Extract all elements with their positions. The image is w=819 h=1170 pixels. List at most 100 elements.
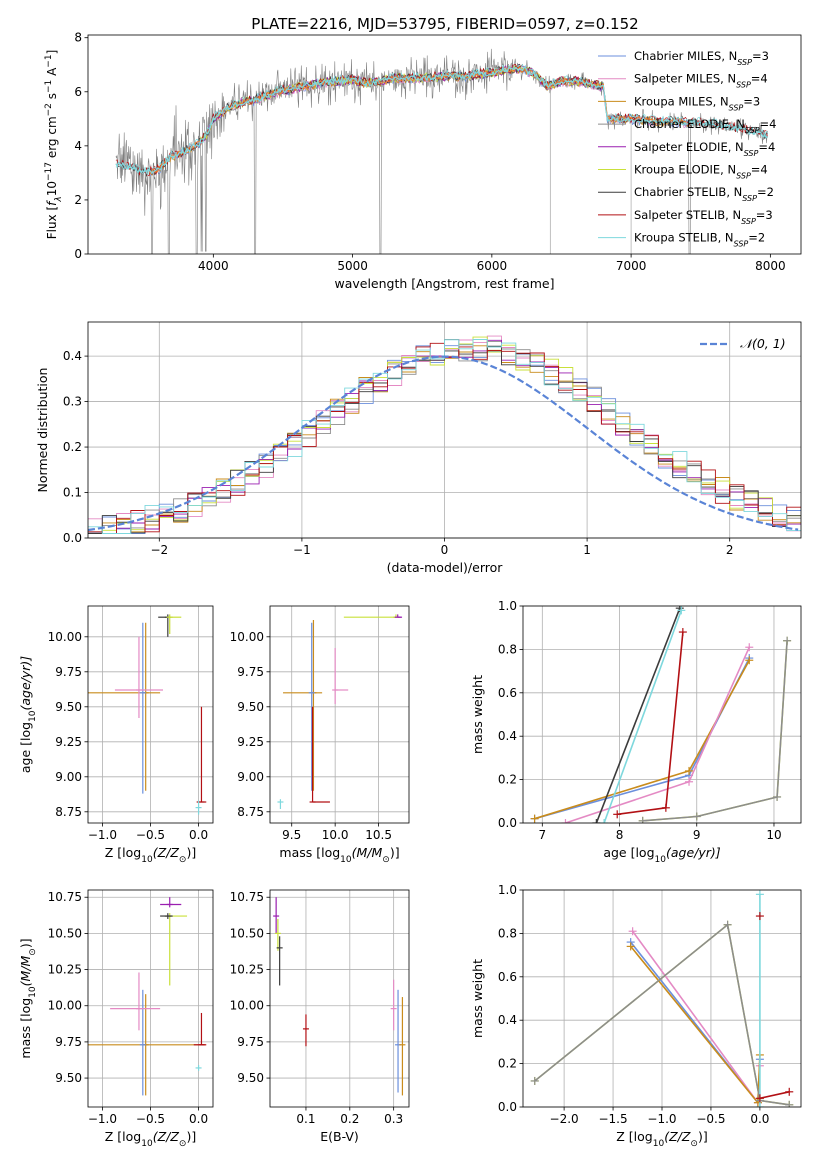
label-part: Kroupa STELIB, N [634, 231, 734, 245]
y-axis-label: mass [log10(M/M⊙)] [18, 938, 38, 1058]
y-tick-label: 10.25 [230, 963, 264, 977]
x-axis-label: Z [log10(Z/Z⊙)] [616, 1129, 707, 1149]
label-part: (age/yr)] [18, 656, 33, 711]
y-tick-label: 9.25 [237, 735, 264, 749]
label-part: erg cm [45, 116, 59, 162]
label-part: Salpeter STELIB, N [634, 208, 741, 222]
x-tick-label: 0.0 [750, 1112, 769, 1126]
error-point [274, 918, 281, 951]
label-part: )] [186, 1129, 196, 1144]
y-tick-label: 10.25 [48, 963, 82, 977]
x-tick-label: 4000 [198, 259, 229, 273]
label-part: Kroupa MILES, N [634, 94, 729, 108]
y-axis-label: mass weight [470, 959, 485, 1038]
error-point [309, 706, 330, 803]
legend-entry: Kroupa STELIB, NSSP=2 [634, 231, 765, 249]
chart-residuals: −2 −1 0 1 2 0.0 0.1 0.2 0.3 0.4 (data-model)/error… [35, 321, 802, 575]
weight-series [534, 657, 751, 820]
error-point [395, 989, 402, 1093]
y-axis-label: age [log10(age/yr)] [18, 656, 38, 773]
error-point [276, 936, 283, 986]
y-tick-label: 0.2 [498, 773, 517, 787]
error-point [110, 972, 161, 1031]
x-tick-label: 10.0 [322, 828, 349, 842]
y-tick-label: 10.00 [48, 999, 82, 1013]
weight-series [534, 923, 790, 1106]
label-part: =3 [743, 94, 760, 108]
label-part: Z [log [616, 1129, 652, 1144]
error-point [139, 989, 146, 1096]
y-tick-label: 9.50 [237, 700, 264, 714]
weight-series [565, 646, 751, 823]
x-axis-label: age [log10(age/yr)] [603, 845, 720, 865]
plot-area-age_vs_mass [277, 614, 403, 809]
label-part: )] [390, 845, 400, 860]
legend-entry: 𝒩(0, 1) [740, 336, 786, 351]
x-tick-label: −1.0 [647, 1112, 676, 1126]
weight-series [631, 930, 761, 1104]
label-part: =4 [760, 117, 777, 131]
label-part: −1 [44, 54, 54, 67]
label-part: Chabrier ELODIE, N [634, 117, 745, 131]
label-part: A [45, 67, 59, 80]
label-part: SSP [744, 148, 759, 157]
label-part: 10 [28, 710, 38, 722]
label-part: =4 [751, 72, 768, 86]
label-part: SSP [742, 194, 757, 203]
label-part: s [45, 93, 59, 103]
y-tick-label: 0 [74, 247, 82, 261]
x-tick-label: 1 [583, 543, 591, 557]
x-tick-label: −0.5 [136, 1112, 165, 1126]
label-part: ⊙ [28, 948, 38, 956]
x-tick-label: −1.0 [88, 1112, 117, 1126]
error-point [139, 622, 146, 794]
weight-series [642, 640, 788, 822]
y-tick-label: 8 [74, 31, 82, 45]
x-axis-label: wavelength [Angstrom, rest frame] [334, 276, 554, 291]
label-part: ⊙ [690, 1139, 698, 1149]
plot-area-spectrum [115, 48, 768, 254]
error-point [390, 979, 397, 1031]
label-part: =3 [752, 49, 769, 63]
y-tick-label: 10.75 [48, 890, 82, 904]
label-part: Flux [ [45, 206, 59, 239]
label-part: Salpeter ELODIE, N [634, 140, 744, 154]
error-point [394, 614, 403, 618]
label-part: SSP [736, 171, 751, 180]
y-tick-label: 0.4 [63, 349, 82, 363]
weight-series [595, 607, 681, 823]
label-part: −17 [44, 162, 54, 181]
y-tick-label: 0.0 [498, 816, 517, 830]
label-part: Salpeter MILES, N [634, 72, 736, 86]
label-part: =2 [748, 231, 765, 245]
label-part: 10 [141, 855, 153, 865]
y-tick-label: 9.00 [55, 770, 82, 784]
legend: 𝒩(0, 1) [700, 336, 786, 351]
y-axis-label: mass weight [470, 675, 485, 754]
legend: Chabrier MILES, NSSP=3 Salpeter MILES, N S… [598, 49, 776, 248]
y-tick-label: 1.0 [498, 599, 517, 613]
y-tick-label: 4 [74, 139, 82, 153]
plot-area-weight_vs_z [530, 890, 794, 1107]
label-part: )] [18, 938, 33, 948]
error-point [195, 800, 202, 815]
y-tick-label: 10.75 [230, 890, 264, 904]
label-part: =4 [751, 163, 768, 177]
y-tick-label: 0.4 [498, 729, 517, 743]
y-axis-label: Normed distribution [35, 368, 50, 493]
legend-entry: Chabrier MILES, NSSP=3 [634, 49, 769, 67]
x-tick-label: −2 [150, 543, 168, 557]
error-point [160, 897, 182, 908]
label-part: −1 [44, 80, 54, 93]
label-part: (Z/Z [153, 845, 180, 860]
y-tick-label: 2 [74, 193, 82, 207]
label-part: 10 [141, 1139, 153, 1149]
label-part: ⊙ [179, 855, 187, 865]
label-part: age [log [603, 845, 654, 860]
x-tick-label: 8000 [755, 259, 786, 273]
x-tick-label: −1.0 [88, 828, 117, 842]
label-part: mass [log [18, 998, 33, 1059]
x-tick-label: −0.5 [136, 828, 165, 842]
y-tick-label: 9.00 [237, 770, 264, 784]
